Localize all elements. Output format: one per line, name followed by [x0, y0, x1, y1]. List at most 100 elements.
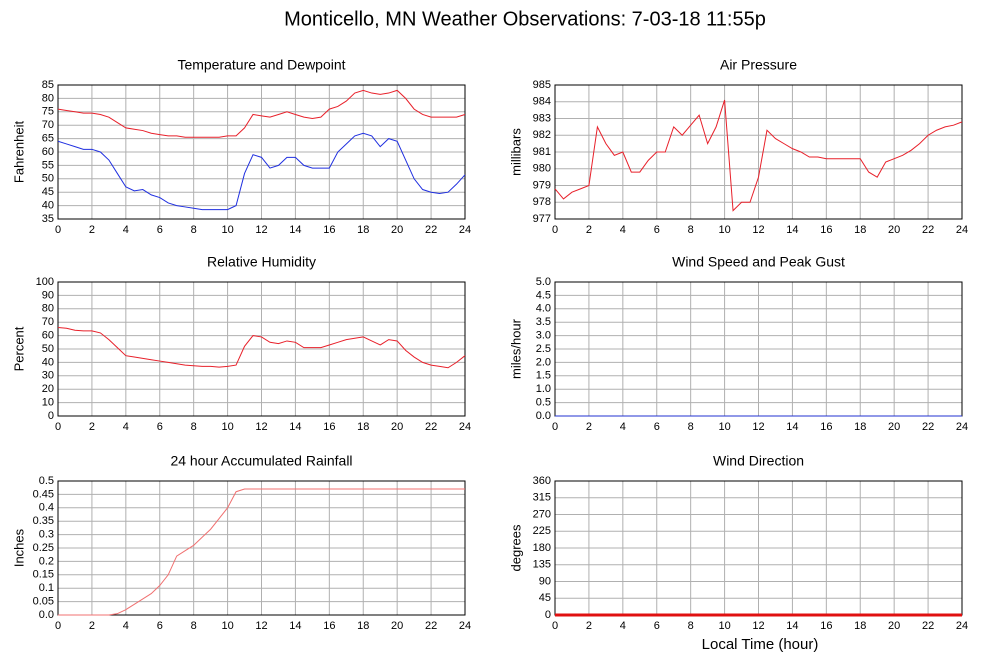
- y-tick-label: 5.0: [536, 276, 551, 288]
- x-tick-label: 14: [289, 421, 301, 433]
- y-tick-label: 984: [533, 96, 551, 108]
- x-tick-label: 0: [552, 224, 558, 236]
- x-tick-label: 12: [255, 224, 267, 236]
- x-tick-label: 8: [688, 620, 694, 632]
- x-tick-label: 2: [89, 224, 95, 236]
- x-tick-label: 12: [752, 224, 764, 236]
- y-axis-label: miles/hour: [508, 318, 523, 379]
- y-tick-label: 2.5: [536, 343, 551, 355]
- x-tick-label: 14: [289, 620, 301, 632]
- y-tick-label: 135: [533, 559, 551, 571]
- data-line: [58, 488, 465, 616]
- x-tick-label: 0: [55, 224, 61, 236]
- y-tick-label: 225: [533, 525, 551, 537]
- y-tick-label: 80: [42, 92, 54, 104]
- y-tick-label: 75: [42, 106, 54, 118]
- y-tick-label: 45: [42, 186, 54, 198]
- x-tick-label: 6: [157, 421, 163, 433]
- data-line: [554, 99, 963, 212]
- y-tick-label: 3.5: [536, 316, 551, 328]
- y-tick-label: 981: [533, 146, 551, 158]
- y-tick-label: 983: [533, 112, 551, 124]
- y-tick-label: 50: [42, 173, 54, 185]
- x-tick-label: 24: [459, 421, 471, 433]
- y-tick-label: 4.0: [536, 303, 551, 315]
- y-tick-label: 85: [42, 79, 54, 91]
- data-line: [57, 132, 466, 211]
- y-tick-label: 979: [533, 179, 551, 191]
- plot-frame: [57, 480, 466, 616]
- x-tick-label: 0: [55, 421, 61, 433]
- x-tick-label: 0: [552, 620, 558, 632]
- y-tick-label: 0: [48, 410, 54, 422]
- x-tick-label: 12: [255, 620, 267, 632]
- x-tick-label: 4: [620, 224, 626, 236]
- x-tick-label: 20: [888, 224, 900, 236]
- x-tick-label: 0: [55, 620, 61, 632]
- y-axis-label: degrees: [508, 524, 523, 571]
- x-tick-label: 6: [654, 620, 660, 632]
- chart-title: Relative Humidity: [207, 254, 316, 270]
- x-tick-label: 6: [157, 224, 163, 236]
- x-tick-label: 22: [922, 620, 934, 632]
- y-tick-label: 980: [533, 163, 551, 175]
- x-tick-label: 8: [688, 421, 694, 433]
- y-tick-label: 90: [42, 289, 54, 301]
- x-tick-label: 22: [922, 224, 934, 236]
- x-tick-label: 22: [425, 224, 437, 236]
- x-tick-label: 4: [620, 620, 626, 632]
- y-tick-label: 0.3: [39, 529, 54, 541]
- chart-title: 24 hour Accumulated Rainfall: [170, 453, 352, 469]
- x-tick-label: 4: [123, 224, 129, 236]
- x-tick-label: 16: [323, 224, 335, 236]
- y-tick-label: 55: [42, 159, 54, 171]
- y-tick-label: 10: [42, 397, 54, 409]
- y-tick-label: 2.0: [536, 356, 551, 368]
- chart-title: Wind Direction: [713, 453, 804, 469]
- y-tick-label: 30: [42, 370, 54, 382]
- x-tick-label: 14: [289, 224, 301, 236]
- y-tick-label: 270: [533, 508, 551, 520]
- data-line: [57, 89, 466, 138]
- y-tick-label: 100: [36, 276, 54, 288]
- x-tick-label: 8: [191, 620, 197, 632]
- y-tick-label: 70: [42, 119, 54, 131]
- y-tick-label: 60: [42, 146, 54, 158]
- y-tick-label: 60: [42, 330, 54, 342]
- x-tick-label: 10: [718, 620, 730, 632]
- y-tick-label: 35: [42, 213, 54, 225]
- y-tick-label: 978: [533, 196, 551, 208]
- x-tick-label: 18: [357, 224, 369, 236]
- x-tick-label: 20: [391, 620, 403, 632]
- y-tick-label: 0.45: [33, 488, 54, 500]
- x-tick-label: 24: [956, 620, 968, 632]
- x-tick-label: 12: [255, 421, 267, 433]
- x-tick-label: 10: [221, 421, 233, 433]
- x-tick-label: 6: [654, 421, 660, 433]
- y-tick-label: 70: [42, 316, 54, 328]
- x-tick-label: 0: [552, 421, 558, 433]
- x-tick-label: 2: [586, 620, 592, 632]
- x-axis-label: Local Time (hour): [702, 636, 819, 653]
- x-tick-label: 24: [459, 224, 471, 236]
- x-tick-label: 2: [586, 224, 592, 236]
- x-tick-label: 18: [357, 620, 369, 632]
- y-tick-label: 1.5: [536, 370, 551, 382]
- y-tick-label: 3.0: [536, 330, 551, 342]
- x-tick-label: 8: [688, 224, 694, 236]
- x-tick-label: 2: [586, 421, 592, 433]
- y-axis-label: millibars: [508, 128, 523, 176]
- x-tick-label: 12: [752, 620, 764, 632]
- x-tick-label: 6: [654, 224, 660, 236]
- y-tick-label: 0.0: [536, 410, 551, 422]
- x-tick-label: 20: [391, 224, 403, 236]
- x-tick-label: 8: [191, 224, 197, 236]
- y-axis-label: Percent: [11, 326, 26, 371]
- y-tick-label: 4.5: [536, 289, 551, 301]
- y-tick-label: 1.0: [536, 383, 551, 395]
- y-tick-label: 315: [533, 492, 551, 504]
- plot-frame: [57, 281, 466, 417]
- x-tick-label: 16: [820, 620, 832, 632]
- x-tick-label: 14: [786, 620, 798, 632]
- y-tick-label: 0.1: [39, 582, 54, 594]
